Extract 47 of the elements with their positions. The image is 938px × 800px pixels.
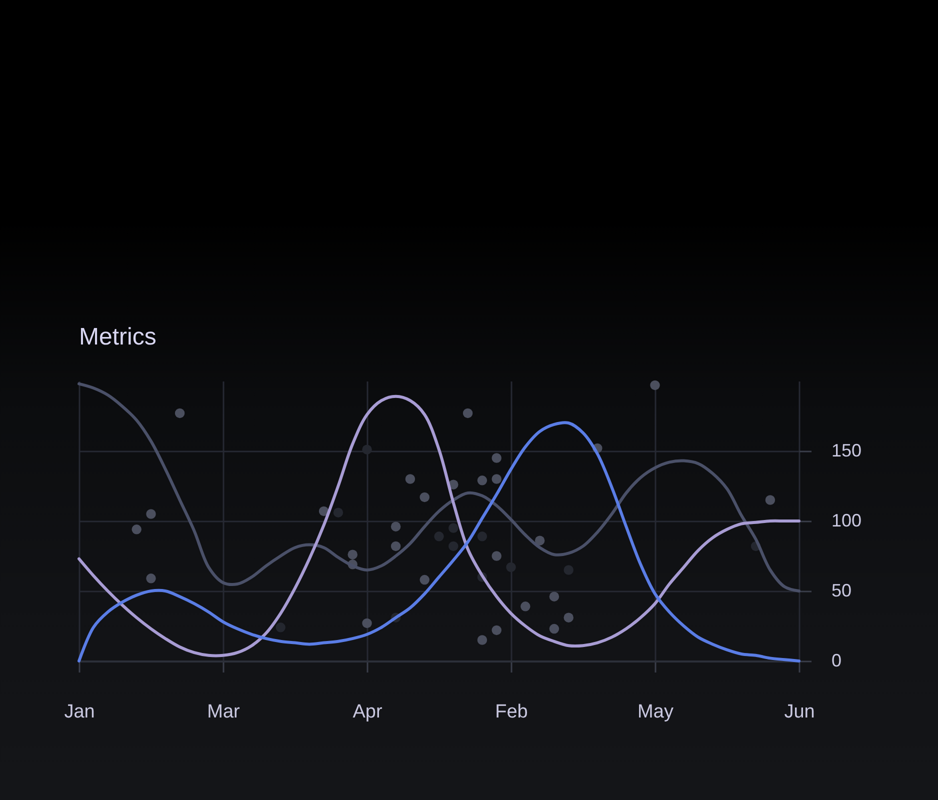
chart-title: Metrics [79, 323, 156, 350]
y-tick-label: 0 [832, 650, 842, 670]
point [492, 625, 502, 636]
x-tick-label: Jun [784, 702, 815, 722]
point [348, 550, 358, 560]
x-tick-label: Feb [495, 702, 528, 722]
point [477, 532, 488, 542]
point [477, 476, 488, 486]
x-tick-label: Apr [352, 702, 383, 722]
y-tick-label: 50 [832, 580, 852, 600]
point [276, 622, 286, 632]
point [174, 408, 185, 418]
point [549, 624, 560, 634]
line-series [78, 382, 800, 592]
point [492, 453, 502, 463]
point [390, 522, 401, 532]
point [132, 524, 142, 534]
point [462, 408, 473, 418]
x-tick-label: May [638, 702, 674, 722]
point [146, 574, 156, 584]
point [434, 532, 444, 542]
point [520, 602, 530, 612]
point [420, 574, 430, 585]
x-tick-label: Mar [207, 702, 241, 722]
point [765, 495, 776, 505]
point [534, 536, 545, 546]
point [506, 562, 516, 572]
point [146, 509, 156, 519]
point [405, 474, 416, 484]
point [564, 612, 574, 622]
point [477, 635, 488, 645]
point [390, 541, 401, 552]
point [420, 492, 430, 502]
point [318, 506, 329, 516]
y-tick-label: 150 [832, 440, 862, 460]
point [448, 523, 458, 533]
x-tick-label: Jan [64, 702, 95, 722]
point [564, 565, 574, 575]
point [333, 508, 344, 518]
point [650, 380, 660, 390]
point [549, 592, 560, 602]
point [362, 444, 372, 454]
y-tick-label: 100 [832, 510, 862, 530]
point [448, 541, 458, 552]
point [492, 474, 502, 484]
point [362, 618, 372, 628]
point [492, 551, 502, 561]
